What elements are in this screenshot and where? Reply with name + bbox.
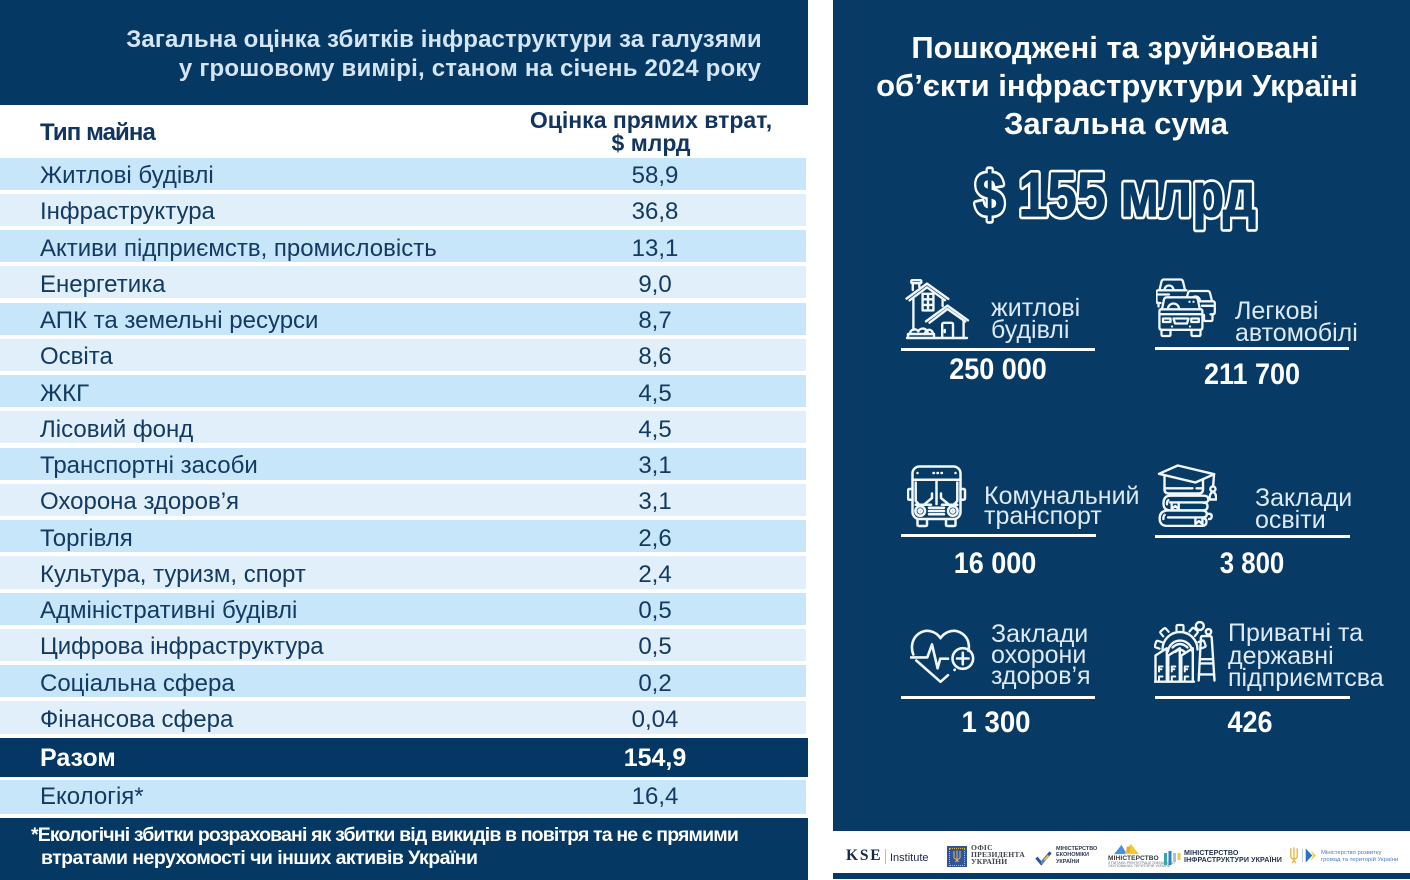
svg-text:$ 155 млрд: $ 155 млрд	[975, 161, 1256, 230]
svg-text:$ 155 млрд: $ 155 млрд	[975, 161, 1256, 230]
